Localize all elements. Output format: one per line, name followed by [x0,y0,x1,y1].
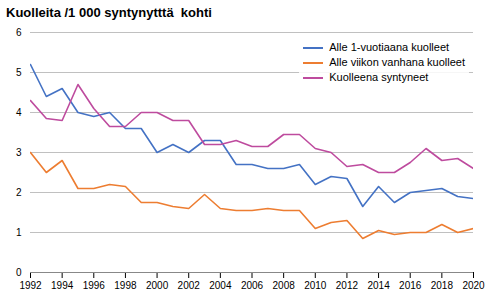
svg-text:2014: 2014 [367,280,390,291]
svg-text:3: 3 [16,147,22,158]
svg-text:1994: 1994 [51,280,74,291]
svg-text:2004: 2004 [209,280,232,291]
svg-text:2000: 2000 [146,280,169,291]
svg-text:2010: 2010 [304,280,327,291]
html-text:Alle 1-vuotiaana kuolleet: Alle 1-vuotiaana kuolleet [329,41,450,53]
svg-text:2012: 2012 [336,280,359,291]
svg-text:2002: 2002 [178,280,201,291]
html-text:Kuolleita /1 000 syntynytttä k: Kuolleita /1 000 syntynytttä kohti [6,5,212,20]
svg-text:0: 0 [16,267,22,278]
svg-text:1: 1 [16,227,22,238]
svg-text:1996: 1996 [83,280,106,291]
svg-text:2008: 2008 [273,280,296,291]
svg-text:1998: 1998 [114,280,137,291]
svg-text:2: 2 [16,187,22,198]
svg-text:2006: 2006 [241,280,264,291]
svg-text:2020: 2020 [462,280,485,291]
html-text:Alle viikon vanhana kuolleet: Alle viikon vanhana kuolleet [329,56,465,68]
svg-text:4: 4 [16,107,22,118]
svg-text:5: 5 [16,67,22,78]
html-text:Kuolleena syntyneet: Kuolleena syntyneet [329,71,429,83]
svg-text:2018: 2018 [431,280,454,291]
svg-text:2016: 2016 [399,280,422,291]
svg-text:1992: 1992 [19,280,42,291]
svg-text:6: 6 [16,27,22,38]
